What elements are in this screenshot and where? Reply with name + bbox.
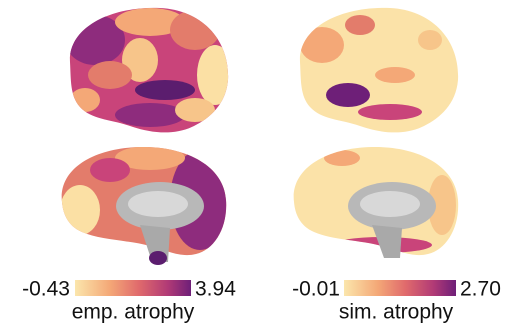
colorbar-max: 2.70: [460, 278, 501, 301]
colorbar-min: -0.43: [22, 278, 70, 301]
brain-lateral-sim: [299, 7, 459, 133]
colorbar: [344, 280, 456, 296]
colorbar-title: emp. atrophy: [72, 301, 195, 324]
colorbar-max: 3.94: [195, 278, 236, 301]
colorbar: [75, 280, 191, 296]
colorbar-title: sim. atrophy: [339, 301, 454, 324]
brain-medial-sim: [293, 146, 459, 258]
brain-lateral-emp: [69, 7, 229, 133]
colorbar-min: -0.01: [292, 278, 340, 301]
brain-medial-emp: [61, 146, 227, 265]
